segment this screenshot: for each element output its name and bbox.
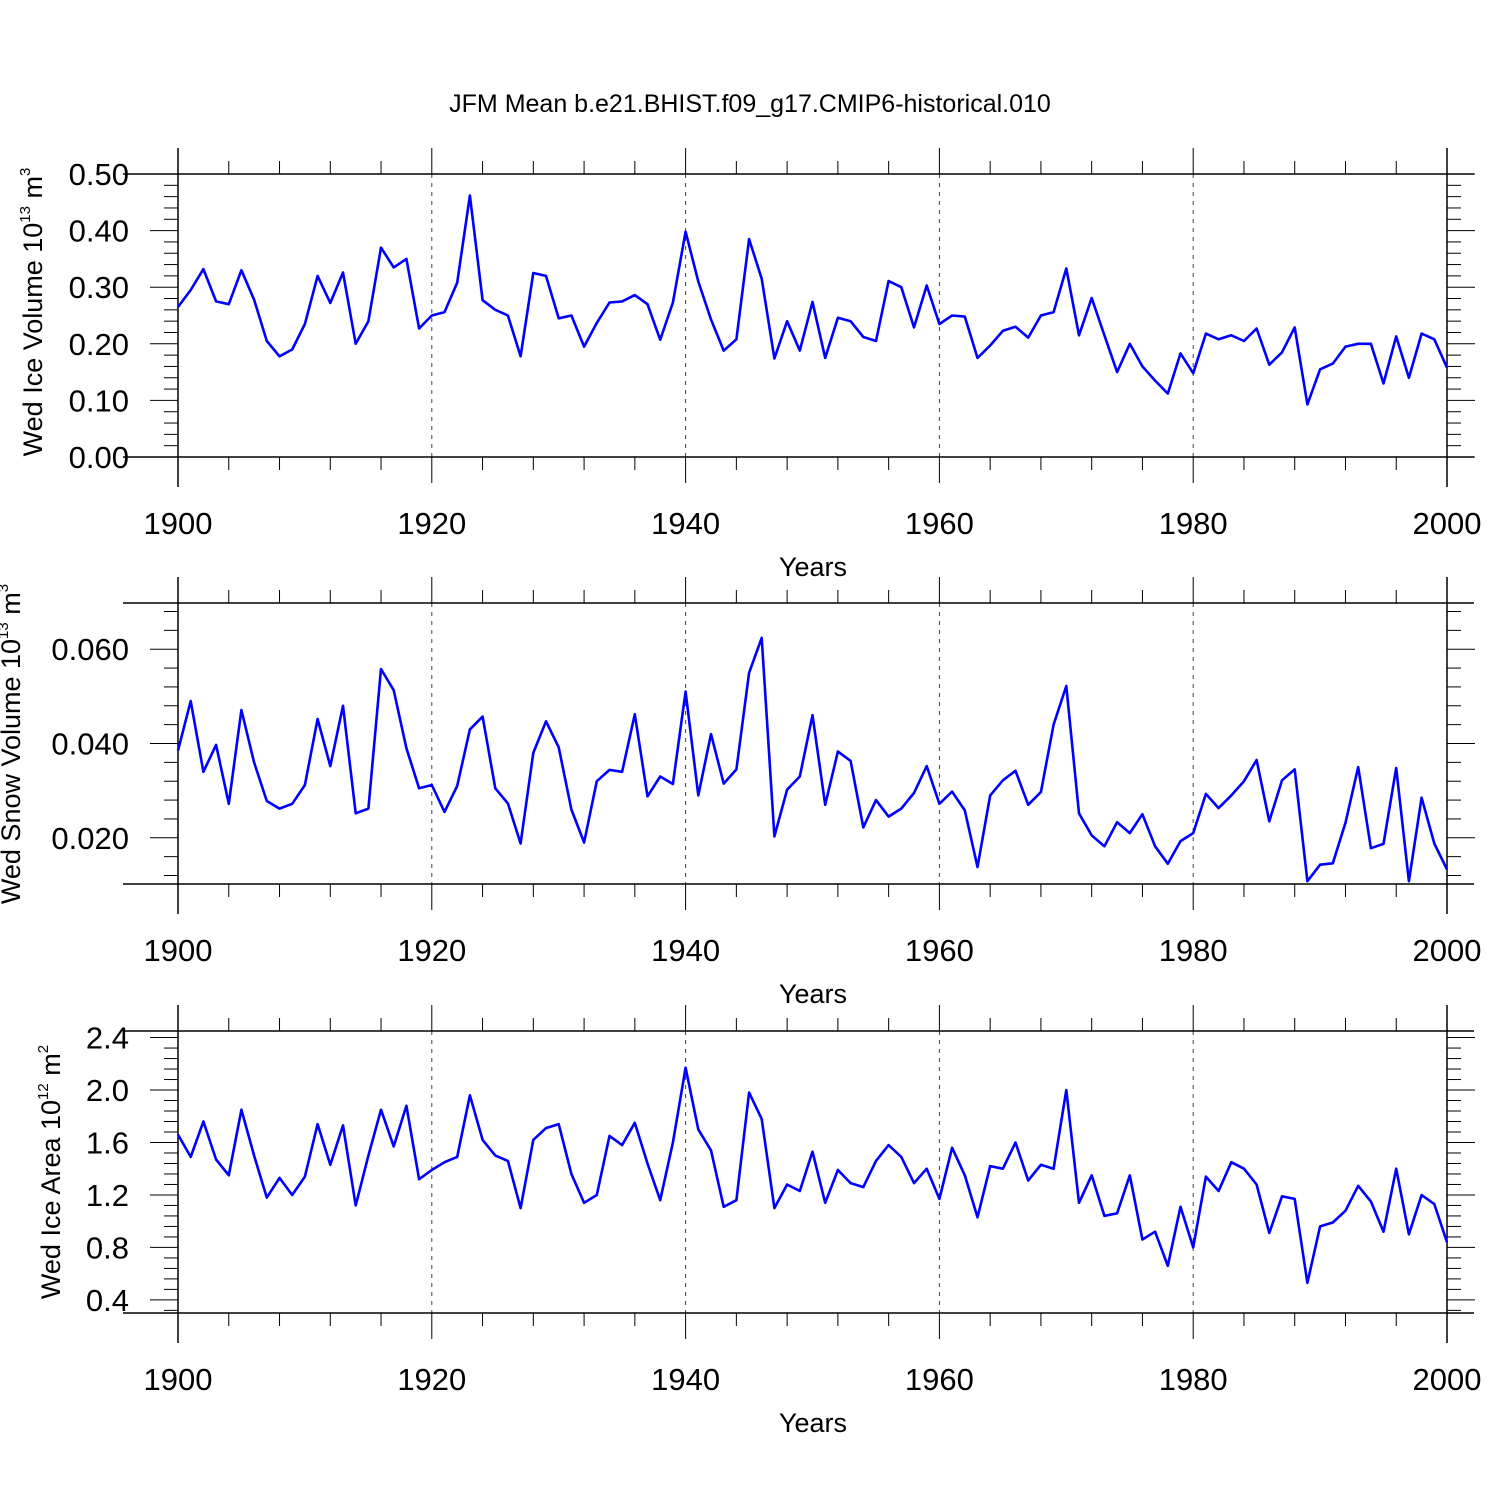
y-tick-label: 0.30: [69, 270, 129, 305]
y-axis-label: Wed Snow Volume 1013 m3: [0, 584, 26, 904]
x-tick-label: 1980: [1159, 933, 1228, 968]
y-tick-label: 2.4: [86, 1021, 129, 1056]
chart-title: JFM Mean b.e21.BHIST.f09_g17.CMIP6-histo…: [449, 90, 1051, 118]
y-tick-label: 0.10: [69, 383, 129, 418]
panel-1: 1900 1920 1940 1960 1980 2000 Years 0.00 0.10 0.2…: [17, 148, 1481, 582]
y-tick-label: 0.40: [69, 214, 129, 249]
y-axis-label: Wed Ice Volume 1013 m3: [17, 168, 48, 457]
y-tick-label: 0.8: [86, 1230, 129, 1265]
x-axis-label: Years: [779, 552, 847, 582]
x-tick-label: 2000: [1413, 506, 1482, 541]
x-tick-label: 2000: [1413, 1362, 1482, 1397]
y-tick-label: 1.6: [86, 1125, 129, 1160]
y-tick-label: 0.040: [51, 727, 129, 762]
y-tick-label: 0.50: [69, 157, 129, 192]
x-tick-label: 1920: [397, 1362, 466, 1397]
x-tick-label: 1960: [905, 1362, 974, 1397]
x-tick-label: 1940: [651, 933, 720, 968]
x-tick-label: 1900: [144, 506, 213, 541]
x-tick-label: 1980: [1159, 1362, 1228, 1397]
x-tick-label: 1900: [144, 1362, 213, 1397]
series-line: [176, 636, 1449, 883]
panel-3: 1900 1920 1940 1960 1980 2000 Years 0.4 0.8 1.2 1.…: [35, 1005, 1481, 1438]
x-tick-label: 1920: [397, 933, 466, 968]
x-tick-label: 1960: [905, 933, 974, 968]
x-tick-label: 1920: [397, 506, 466, 541]
y-tick-label: 1.2: [86, 1178, 129, 1213]
y-axis-label: Wed Ice Area 1012 m2: [35, 1045, 66, 1299]
y-tick-label: 0.00: [69, 440, 129, 475]
x-axis-label: Years: [779, 979, 847, 1009]
chart-panels: 1900 1920 1940 1960 1980 2000 Years 0.00 0.10 0.2…: [0, 148, 1481, 1438]
series-line: [176, 194, 1449, 406]
x-tick-label: 1980: [1159, 506, 1228, 541]
x-tick-label: 1940: [651, 1362, 720, 1397]
x-tick-label: 1900: [144, 933, 213, 968]
x-tick-label: 1960: [905, 506, 974, 541]
x-axis-label: Years: [779, 1408, 847, 1438]
y-tick-label: 0.020: [51, 821, 129, 856]
y-tick-label: 0.060: [51, 632, 129, 667]
series-line: [176, 1066, 1449, 1285]
x-tick-label: 2000: [1413, 933, 1482, 968]
y-tick-label: 0.4: [86, 1283, 129, 1318]
panel-2: 1900 1920 1940 1960 1980 2000 Years 0.020 0.040 0…: [0, 577, 1481, 1009]
x-tick-label: 1940: [651, 506, 720, 541]
y-tick-label: 2.0: [86, 1073, 129, 1108]
y-tick-label: 0.20: [69, 327, 129, 362]
